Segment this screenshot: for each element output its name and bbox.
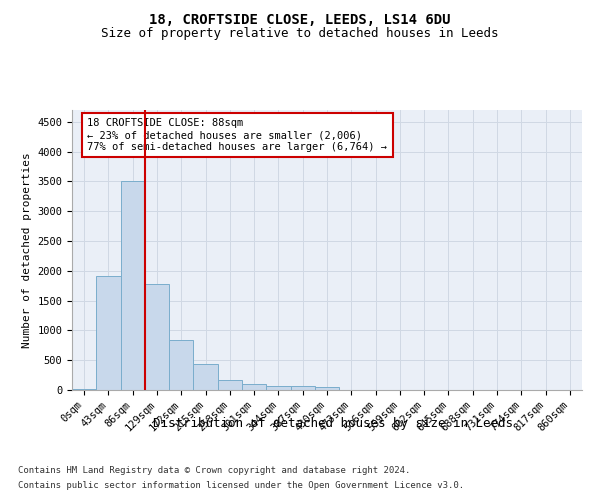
Bar — [193, 364, 218, 390]
Bar — [266, 386, 290, 390]
Bar — [145, 284, 169, 390]
Bar — [242, 384, 266, 390]
Bar — [96, 276, 121, 390]
Text: Distribution of detached houses by size in Leeds: Distribution of detached houses by size … — [153, 418, 513, 430]
Y-axis label: Number of detached properties: Number of detached properties — [22, 152, 32, 348]
Text: Size of property relative to detached houses in Leeds: Size of property relative to detached ho… — [101, 28, 499, 40]
Text: 18, CROFTSIDE CLOSE, LEEDS, LS14 6DU: 18, CROFTSIDE CLOSE, LEEDS, LS14 6DU — [149, 12, 451, 26]
Bar — [72, 389, 96, 390]
Bar — [218, 380, 242, 390]
Text: 18 CROFTSIDE CLOSE: 88sqm
← 23% of detached houses are smaller (2,006)
77% of se: 18 CROFTSIDE CLOSE: 88sqm ← 23% of detac… — [88, 118, 388, 152]
Bar — [121, 181, 145, 390]
Text: Contains public sector information licensed under the Open Government Licence v3: Contains public sector information licen… — [18, 481, 464, 490]
Text: Contains HM Land Registry data © Crown copyright and database right 2024.: Contains HM Land Registry data © Crown c… — [18, 466, 410, 475]
Bar — [290, 386, 315, 390]
Bar — [315, 387, 339, 390]
Bar — [169, 340, 193, 390]
